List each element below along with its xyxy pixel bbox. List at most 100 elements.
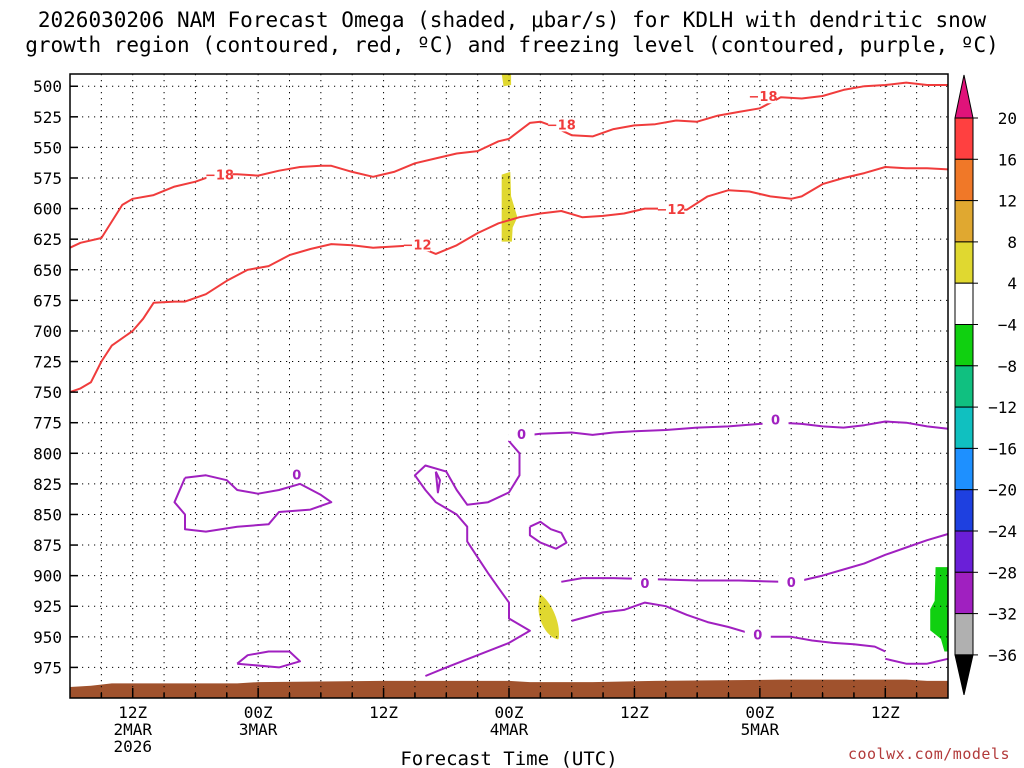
y-tick-label: 900 bbox=[33, 567, 62, 586]
y-tick-label: 975 bbox=[33, 658, 62, 677]
contour-label: 0 bbox=[640, 577, 649, 592]
title-line-1: 2026030206 NAM Forecast Omega (shaded, μ… bbox=[37, 8, 987, 32]
colorbar-band bbox=[954, 365, 974, 408]
contour-label-bg bbox=[283, 467, 310, 482]
colorbar-band bbox=[954, 241, 974, 284]
colorbar-label: −12 bbox=[988, 398, 1017, 417]
y-tick-label: 525 bbox=[33, 108, 62, 127]
contour-label-bg bbox=[778, 574, 805, 589]
y-tick-label: 675 bbox=[33, 291, 62, 310]
y-tick-label: 750 bbox=[33, 383, 62, 402]
contour-purple-zero bbox=[528, 520, 568, 550]
colorbar-band bbox=[954, 117, 974, 160]
contour-label-bg bbox=[404, 237, 431, 252]
omega-shade-patch bbox=[501, 171, 518, 242]
contour-red-minus12 bbox=[69, 166, 949, 394]
omega-shade-patch bbox=[930, 567, 948, 652]
colorbar-label: −32 bbox=[988, 605, 1017, 624]
x-tick-label: 4MAR bbox=[490, 720, 529, 739]
contour-label: 0 bbox=[517, 428, 526, 443]
x-tick-label: 12Z bbox=[118, 703, 147, 722]
contour-label: −18 bbox=[547, 118, 576, 133]
contour-labels: −18 −18 −18 −12 −12 0 0 0 0 0 0 bbox=[205, 89, 805, 644]
contour-purple-zero bbox=[413, 435, 531, 677]
contour-label: 0 bbox=[753, 629, 762, 644]
x-tick-label: 5MAR bbox=[741, 720, 780, 739]
contour-purple-zero bbox=[571, 601, 886, 653]
contour-label-bg bbox=[631, 576, 658, 591]
colorbar-label: −8 bbox=[998, 357, 1017, 376]
contour-label: −12 bbox=[657, 203, 686, 218]
contour-label-bg bbox=[658, 201, 685, 216]
y-tick-label: 875 bbox=[33, 536, 62, 555]
y-tick-label: 700 bbox=[33, 322, 62, 341]
contour-label-bg bbox=[206, 167, 233, 182]
colorbar-band bbox=[954, 571, 974, 615]
colorbar-label: 16 bbox=[998, 150, 1017, 169]
colorbar-band bbox=[954, 489, 974, 532]
contour-label-bg bbox=[508, 426, 535, 441]
colorbar: 20 16 12 8 4 −4 −8 −12 −16 −20 −24 −28 −32 −36 bbox=[954, 74, 1017, 696]
contour-label-bg bbox=[762, 412, 789, 427]
y-tick-label: 725 bbox=[33, 353, 62, 372]
colorbar-label: −4 bbox=[998, 316, 1017, 335]
y-axis: 500 525 550 575 600 625 650 675 700 725 750 775 800 8… bbox=[33, 77, 78, 677]
colorbar-label: −20 bbox=[988, 481, 1017, 500]
x-tick-label: 12Z bbox=[620, 703, 649, 722]
y-tick-label: 500 bbox=[33, 77, 62, 96]
colorbar-band bbox=[954, 158, 974, 202]
y-tick-label: 775 bbox=[33, 414, 62, 433]
contour-label: 0 bbox=[771, 413, 780, 428]
x-tick-label: 12Z bbox=[369, 703, 398, 722]
x-tick-label: 00Z bbox=[495, 703, 524, 722]
y-tick-label: 850 bbox=[33, 505, 62, 524]
x-tick-label: 3MAR bbox=[239, 720, 278, 739]
contour-label-bg bbox=[744, 627, 771, 642]
y-tick-label: 550 bbox=[33, 138, 62, 157]
contour-label-bg bbox=[749, 89, 776, 104]
contour-label-bg bbox=[548, 117, 575, 132]
y-tick-label: 950 bbox=[33, 628, 62, 647]
colorbar-bottom-arrow bbox=[954, 654, 974, 696]
contour-layer bbox=[69, 81, 949, 677]
colorbar-label: −28 bbox=[988, 563, 1017, 582]
colorbar-label: −36 bbox=[988, 646, 1017, 665]
colorbar-band bbox=[954, 613, 974, 656]
colorbar-band bbox=[954, 530, 974, 573]
contour-purple-zero bbox=[236, 650, 301, 669]
colorbar-label: −24 bbox=[988, 522, 1017, 541]
colorbar-label: 8 bbox=[1007, 233, 1017, 252]
colorbar-top-arrow bbox=[954, 74, 974, 119]
colorbar-band bbox=[954, 324, 974, 367]
contour-label: −18 bbox=[205, 169, 234, 184]
contour-purple-zero bbox=[173, 474, 333, 533]
x-tick-label: 00Z bbox=[745, 703, 774, 722]
chart-title: 2026030206 NAM Forecast Omega (shaded, μ… bbox=[0, 8, 1024, 58]
y-tick-label: 800 bbox=[33, 444, 62, 463]
colorbar-band bbox=[954, 447, 974, 491]
y-tick-label: 925 bbox=[33, 597, 62, 616]
contour-label: −18 bbox=[749, 90, 778, 105]
colorbar-band bbox=[954, 406, 974, 449]
y-tick-label: 575 bbox=[33, 169, 62, 188]
contour-purple-zero bbox=[561, 533, 949, 583]
colorbar-label: 20 bbox=[998, 109, 1017, 128]
colorbar-label: 12 bbox=[998, 192, 1017, 211]
contour-purple-zero bbox=[519, 420, 949, 438]
omega-shade-patch bbox=[538, 594, 559, 640]
x-axis-title: Forecast Time (UTC) bbox=[400, 748, 617, 768]
y-tick-label: 650 bbox=[33, 261, 62, 280]
y-tick-label: 625 bbox=[33, 230, 62, 249]
y-tick-label: 600 bbox=[33, 200, 62, 219]
colorbar-label: −16 bbox=[988, 439, 1017, 458]
x-tick-label: 2MAR bbox=[113, 720, 152, 739]
title-line-2: growth region (contoured, red, ºC) and f… bbox=[25, 33, 999, 57]
grid-layer bbox=[70, 74, 948, 698]
contour-red-minus18 bbox=[69, 81, 948, 249]
contour-purple-zero bbox=[885, 657, 949, 665]
colorbar-band bbox=[954, 200, 974, 243]
x-tick-label: 00Z bbox=[244, 703, 273, 722]
colorbar-label: 4 bbox=[1007, 274, 1017, 293]
